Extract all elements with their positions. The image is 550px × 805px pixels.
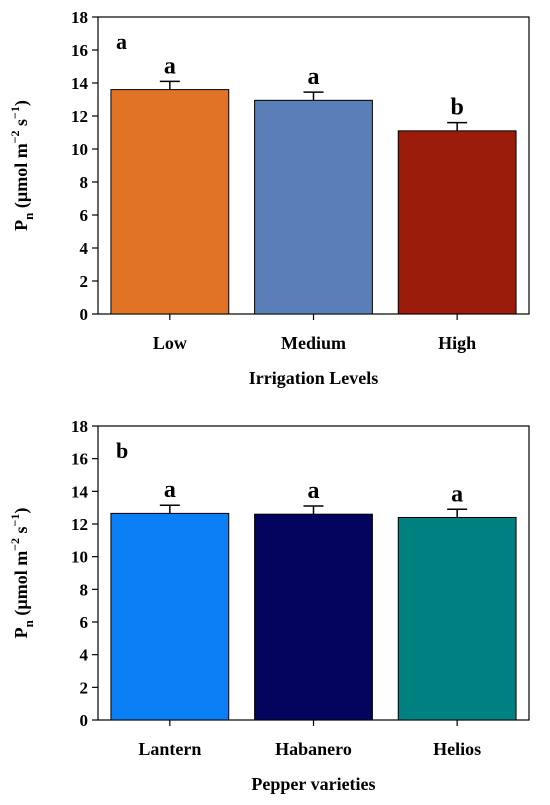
y-tick-label: 0: [80, 305, 89, 324]
category-label: Habanero: [275, 739, 352, 759]
y-tick-label: 10: [71, 140, 88, 159]
y-tick-label: 18: [71, 417, 88, 436]
y-tick-label: 10: [71, 548, 88, 567]
significance-letter: a: [308, 478, 320, 504]
y-tick-label: 14: [71, 482, 89, 501]
bar-helios: [397, 516, 517, 721]
chart-panel-b: b Pepper varieties Pn (µmol m−2 s−1) 0 2 4…: [8, 417, 530, 794]
y-tick-label: 2: [80, 678, 89, 697]
bar-high: [397, 130, 517, 315]
y-tick-label: 12: [71, 515, 88, 534]
significance-letter: a: [164, 477, 176, 503]
y-tick-label: 6: [80, 206, 89, 225]
significance-letter: b: [450, 95, 463, 121]
y-tick-label: 16: [71, 450, 88, 469]
category-label: Medium: [281, 333, 346, 353]
y-tick-label: 8: [80, 580, 89, 599]
y-tick-label: 16: [71, 41, 88, 60]
significance-letter: a: [451, 481, 463, 507]
y-axis-title: Pn (µmol m−2 s−1): [8, 100, 36, 231]
significance-letter: a: [164, 53, 176, 79]
y-tick-label: 12: [71, 107, 88, 126]
significance-letter: a: [308, 64, 320, 90]
panel-label: b: [116, 438, 128, 463]
y-tick-label: 4: [80, 646, 89, 665]
bar-lantern: [110, 512, 230, 721]
category-label: Lantern: [138, 739, 201, 759]
y-tick-label: 8: [80, 173, 89, 192]
y-tick-label: 18: [71, 8, 88, 27]
y-tick-label: 6: [80, 613, 89, 632]
x-axis-title: Pepper varieties: [251, 774, 375, 794]
category-label: Helios: [433, 739, 481, 759]
y-tick-label: 0: [80, 711, 89, 730]
y-tick-label: 2: [80, 272, 89, 291]
category-label: Low: [153, 333, 187, 353]
bar-low: [110, 89, 230, 315]
category-label: High: [438, 333, 476, 353]
y-tick-label: 14: [71, 74, 89, 93]
x-axis-title: Irrigation Levels: [249, 368, 378, 388]
y-tick-label: 4: [80, 239, 89, 258]
y-axis-title: Pn (µmol m−2 s−1): [8, 508, 36, 639]
chart-panel-a: a Irrigation Levels Pn (µmol m−2 s−1) 0 2…: [8, 8, 530, 388]
panel-label: a: [116, 29, 127, 54]
bar-habanero: [254, 513, 373, 721]
bar-medium: [254, 99, 373, 315]
